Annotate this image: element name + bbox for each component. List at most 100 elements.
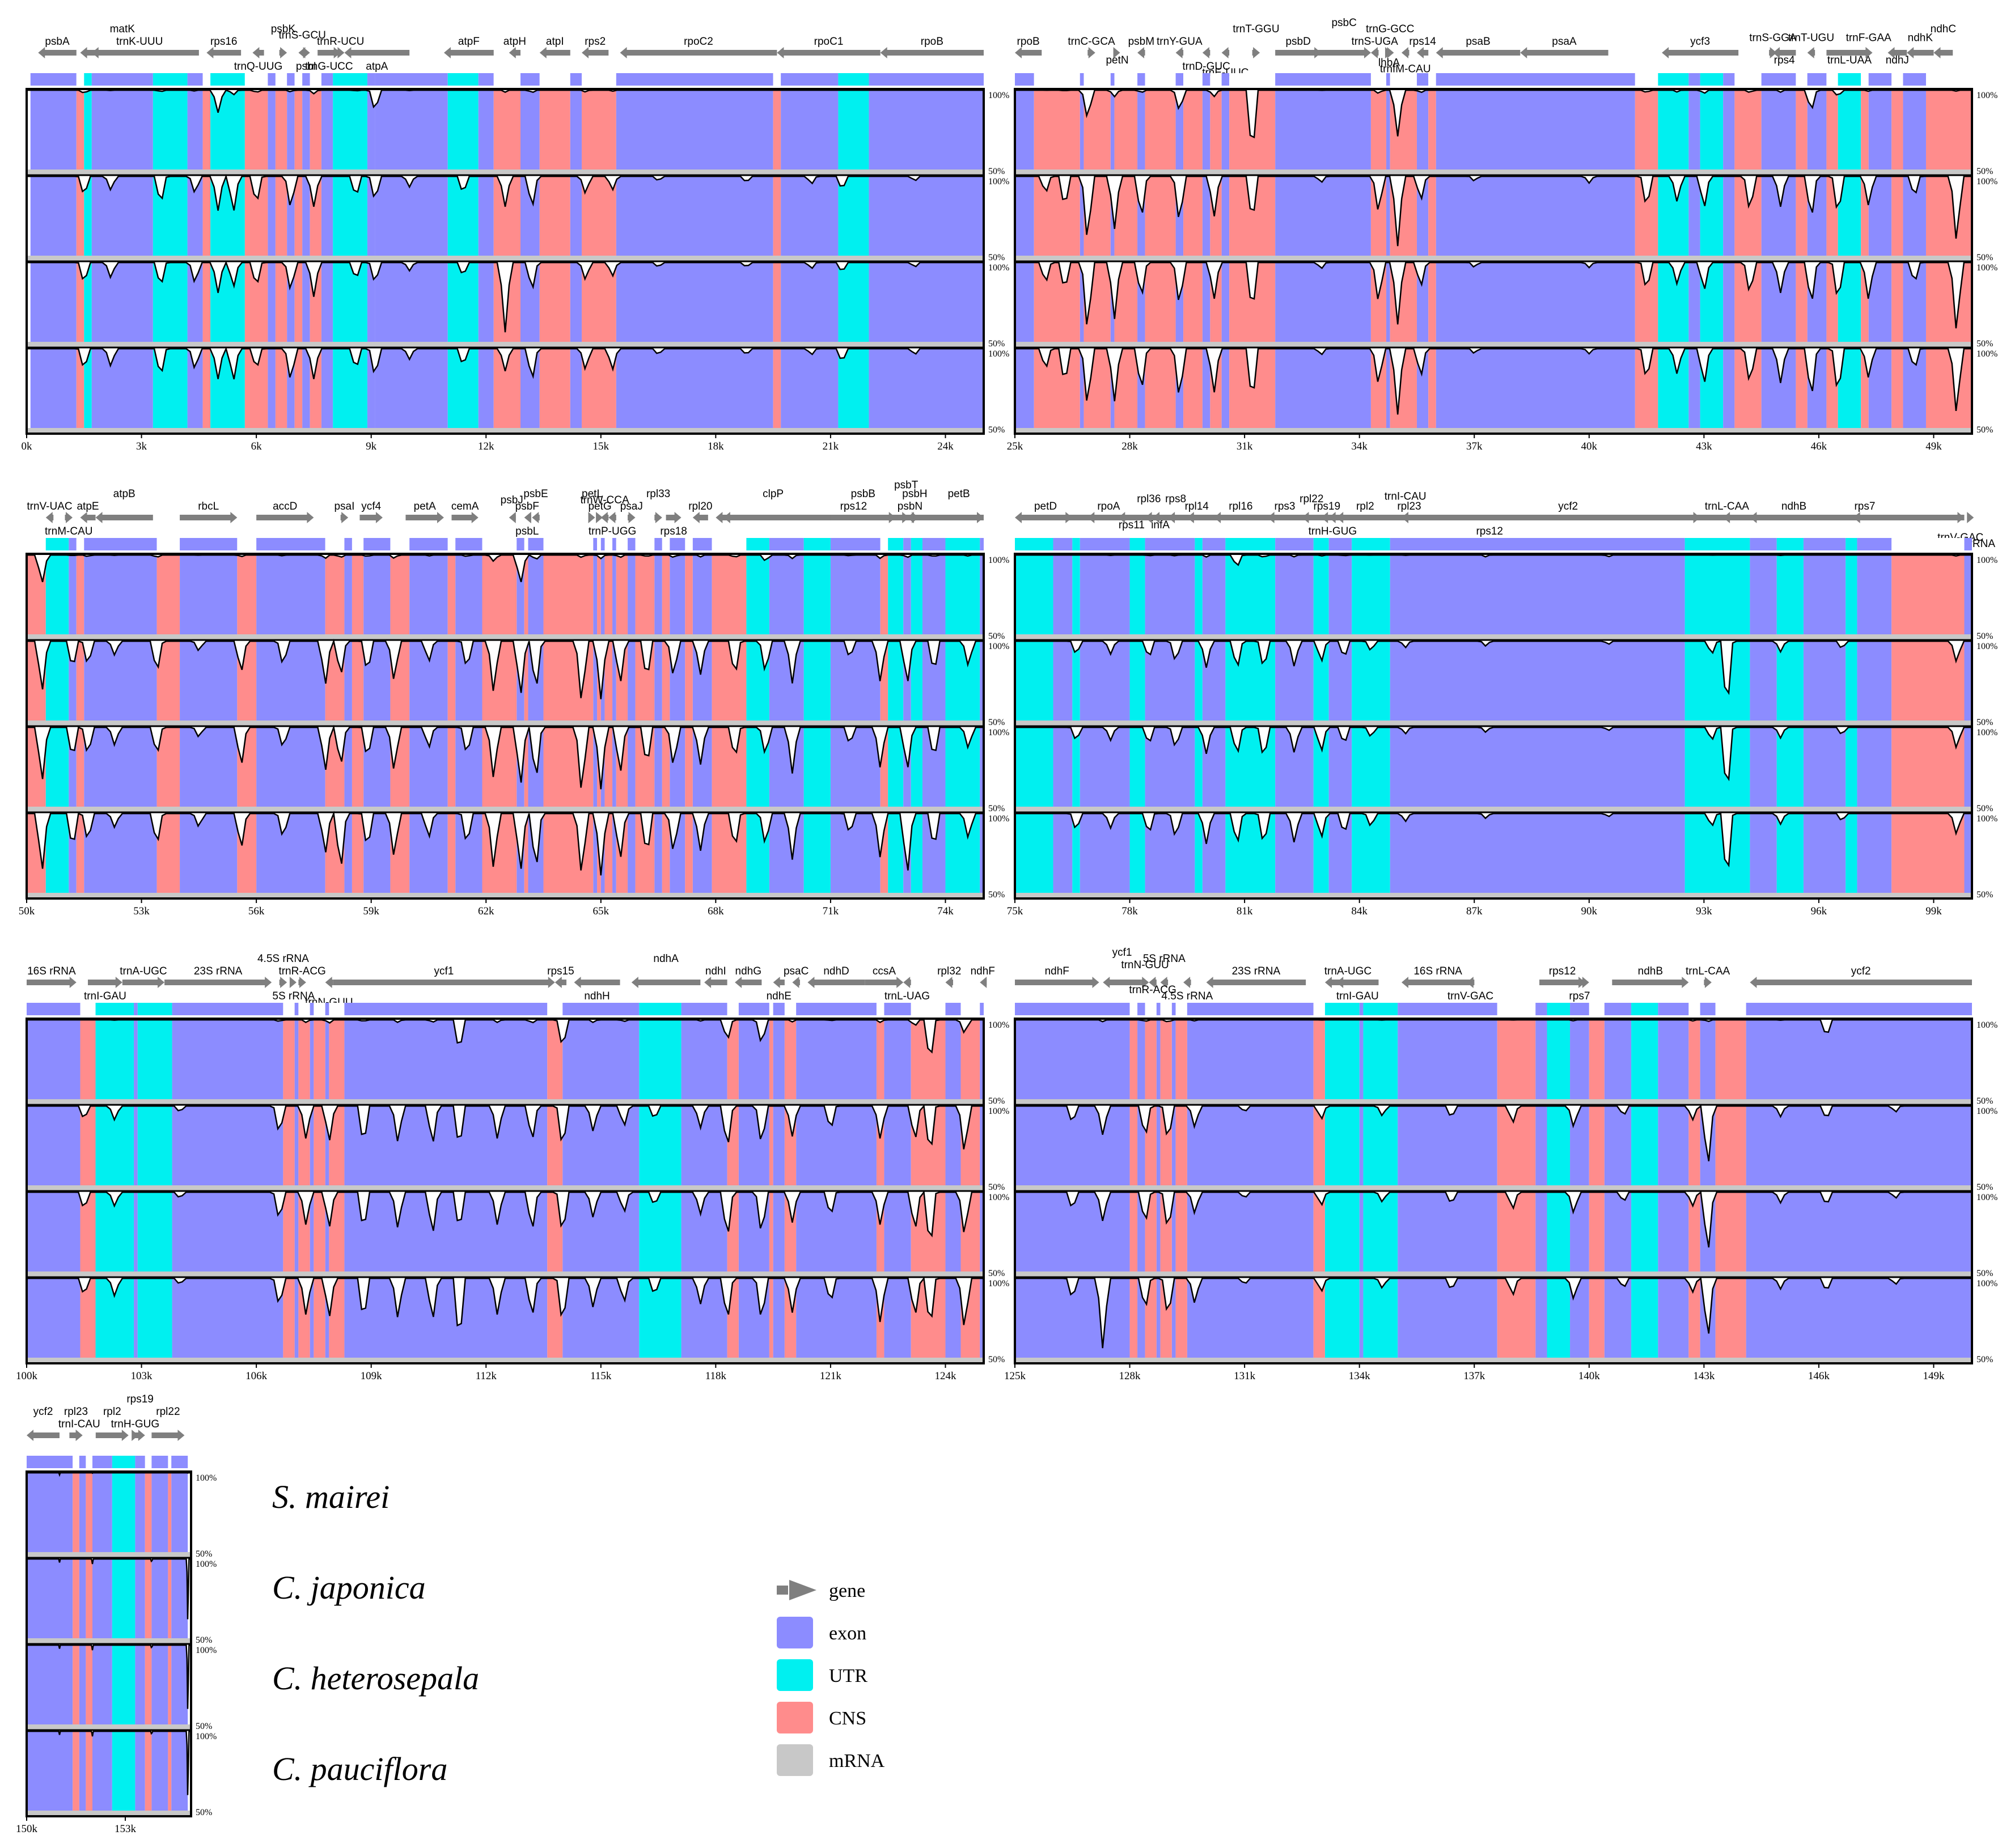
segment-CNS (1925, 175, 1972, 256)
segment-exon (180, 554, 238, 634)
identity-curve (27, 1730, 191, 1795)
species-track: 100% 50% (27, 1729, 217, 1817)
segment-exon (478, 89, 494, 169)
x-tick-label: 115k (590, 1370, 612, 1382)
gene-arrow-head (1364, 47, 1371, 58)
feature-box-CNS (202, 73, 211, 86)
segment-exon (1221, 261, 1230, 342)
y-tick-label-100: 100% (1976, 1020, 1997, 1030)
segment-exon (1328, 554, 1352, 634)
feature-box-CNS (493, 73, 521, 86)
legend-swatch-mrna (777, 1744, 813, 1776)
segment-CNS (604, 640, 613, 720)
species-track: 100% 50% (1015, 88, 1997, 176)
feature-box-exon (180, 538, 238, 550)
gene-label: rpl33 (646, 488, 670, 500)
segment-CNS (145, 1644, 152, 1724)
segment-exon (593, 554, 598, 634)
mrna-band (27, 807, 984, 812)
species-track: 100% 50% (27, 1276, 1009, 1364)
feature-box-UTR (1015, 538, 1053, 550)
feature-box-CNS (352, 538, 364, 550)
gene-arrow-head (1015, 47, 1022, 58)
gene-arrow-head (1142, 977, 1149, 988)
y-tick-label-50: 50% (1976, 631, 1993, 641)
segment-CNS (1370, 89, 1386, 169)
segment-exon (1398, 1191, 1497, 1271)
gene-arrow-head (375, 512, 383, 523)
x-tick-label: 140k (1578, 1370, 1601, 1382)
segment-exon (1359, 1105, 1364, 1185)
feature-bar (27, 1456, 188, 1468)
gene-arrow-body (451, 515, 473, 520)
gene-arrow-head (333, 47, 341, 58)
x-tick-label: 65k (593, 905, 610, 917)
gene-arrow-head (1160, 977, 1167, 988)
gene-label: rpl23 (64, 1406, 88, 1418)
feature-box-CNS (1688, 1003, 1700, 1015)
feature-box-CNS (773, 73, 781, 86)
segment-UTR (1846, 640, 1857, 720)
identity-gap-area (27, 726, 984, 790)
gene-label: rpl14 (1185, 501, 1209, 512)
gene-arrow-head (1723, 512, 1730, 523)
segment-exon (570, 347, 582, 428)
feature-box-exon (1416, 73, 1429, 86)
feature-box-exon (773, 1003, 785, 1015)
segment-CNS (76, 812, 84, 893)
gene-arrow-head (620, 47, 627, 58)
segment-exon (1398, 1277, 1497, 1358)
segment-CNS (314, 1105, 325, 1185)
segment-exon (310, 1105, 314, 1185)
legend-gene-arrow (789, 1580, 816, 1600)
segment-exon (562, 1105, 640, 1185)
feature-box-exon (325, 1003, 329, 1015)
segment-exon (884, 1019, 911, 1099)
gene-arrow-body (258, 50, 264, 56)
gene-arrow-body (560, 980, 567, 985)
gene-arrow-head (1221, 47, 1229, 58)
segment-exon (344, 1105, 548, 1185)
x-tick-label: 71k (823, 905, 839, 917)
segment-exon (310, 1019, 314, 1099)
gene-arrow-head (1175, 47, 1183, 58)
segment-exon (172, 1019, 283, 1099)
gene-arrow-body (318, 50, 335, 56)
gene-label: psaI (334, 501, 354, 512)
segment-UTR (1352, 554, 1390, 634)
segment-exon (256, 726, 325, 807)
feature-box-CNS (1891, 538, 1965, 550)
segment-exon (287, 89, 295, 169)
gene-arrow-head (888, 512, 896, 523)
feature-box-UTR (112, 1456, 136, 1468)
gene-arrow-body (1342, 980, 1379, 985)
gene-arrow-head (792, 977, 799, 988)
segment-CNS (662, 554, 670, 634)
gene-arrow-head (977, 512, 984, 523)
species-track: 100% 50% (27, 553, 1009, 641)
segment-exon (884, 1191, 911, 1271)
segment-exon (654, 640, 662, 720)
segment-CNS (1129, 1277, 1138, 1358)
segment-CNS (662, 726, 670, 807)
feature-box-UTR (838, 73, 869, 86)
segment-exon (628, 812, 636, 893)
segment-CNS (685, 726, 693, 807)
segment-CNS (314, 1019, 325, 1099)
feature-box-UTR (1776, 538, 1804, 550)
mrna-band (27, 1724, 191, 1730)
segment-CNS (1589, 1191, 1605, 1271)
feature-box-CNS (1313, 1003, 1325, 1015)
identity-curve (27, 1019, 984, 1054)
segment-UTR (1072, 554, 1080, 634)
segment-exon (27, 1191, 81, 1271)
gene-arrow-body (333, 980, 549, 985)
segment-CNS (784, 1019, 797, 1099)
gene-label: trnA-UGC (1324, 965, 1372, 977)
segment-exon (1857, 554, 1892, 634)
species-track: 100% 50% (27, 260, 1009, 349)
feature-box-exon (781, 73, 839, 86)
gene-label: trnR-ACG (1129, 984, 1176, 996)
feature-box-exon (91, 73, 153, 86)
segment-CNS (1497, 1191, 1536, 1271)
